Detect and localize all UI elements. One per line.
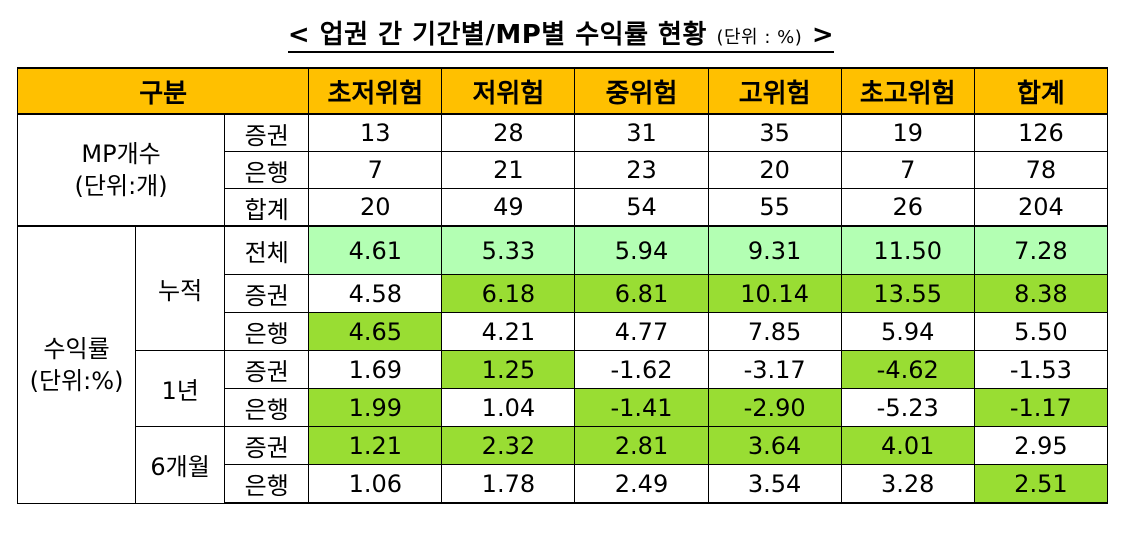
- cell: 1.25: [441, 350, 576, 389]
- cell: -1.17: [973, 388, 1109, 427]
- row-label: 은행: [224, 388, 310, 427]
- title-text: < 업권 간 기간별/MP별 수익률 현황: [287, 20, 707, 50]
- table-row: 은행 1.99 1.04 -1.41 -2.90 -5.23 -1.17: [18, 388, 1109, 427]
- cell: 6.81: [574, 274, 709, 313]
- cell: 7.85: [707, 312, 842, 351]
- row-label: 증권: [224, 274, 310, 313]
- cell: 126: [973, 113, 1109, 152]
- cell: 2.49: [574, 464, 709, 504]
- cell: -5.23: [840, 388, 975, 427]
- cell: 19: [840, 113, 975, 152]
- cell: 5.33: [441, 225, 576, 275]
- cell: 35: [707, 113, 842, 152]
- row-label: 증권: [224, 426, 310, 465]
- table-row: 6개월 증권 1.21 2.32 2.81 3.64 4.01 2.95: [18, 426, 1109, 504]
- cell: 2.81: [574, 426, 709, 465]
- cell: 5.50: [973, 312, 1109, 351]
- cell: 4.65: [308, 312, 443, 351]
- cell: 4.58: [308, 274, 443, 313]
- cell: 7: [840, 151, 975, 189]
- returns-label: 수익률 (단위:%): [16, 225, 137, 504]
- cell: 13.55: [840, 274, 975, 313]
- cell: 3.54: [707, 464, 842, 504]
- cell: 9.31: [707, 225, 842, 275]
- row-label: 은행: [224, 151, 310, 189]
- header-col: 초저위험: [308, 67, 443, 115]
- cell: 1.99: [308, 388, 443, 427]
- table-row: 합계 20 49 54 55 26 204: [18, 188, 1109, 227]
- row-label: 합계: [224, 188, 310, 227]
- cell: 1.04: [441, 388, 576, 427]
- cell: 1.69: [308, 350, 443, 389]
- cell: 4.21: [441, 312, 576, 351]
- returns-table: 구분 초저위험 저위험 중위험 고위험 초고위험 합계 MP개수 (단위:개) …: [16, 67, 1109, 504]
- header-group: 구분: [16, 67, 310, 115]
- cell: 2.95: [973, 426, 1109, 465]
- cell: 3.28: [840, 464, 975, 504]
- table-row: 은행 1.06 1.78 2.49 3.54 3.28 2.51: [18, 464, 1109, 504]
- period-label: 6개월: [135, 426, 226, 504]
- table-row: 증권 4.58 6.18 6.81 10.14 13.55 8.38: [18, 274, 1109, 313]
- cell: 4.77: [574, 312, 709, 351]
- cell: 1.06: [308, 464, 443, 504]
- cell: 6.18: [441, 274, 576, 313]
- period-label: 1년: [135, 350, 226, 427]
- cell: 23: [574, 151, 709, 189]
- cell: 4.61: [308, 225, 443, 275]
- table-row: 1년 증권 1.69 1.25 -1.62 -3.17 -4.62 -1.53: [18, 350, 1109, 427]
- cell: 21: [441, 151, 576, 189]
- header-row: 구분 초저위험 저위험 중위험 고위험 초고위험 합계: [16, 67, 1109, 115]
- cell: 20: [308, 188, 443, 227]
- row-label: 은행: [224, 312, 310, 351]
- header-col: 초고위험: [840, 67, 975, 115]
- cell: -2.90: [707, 388, 842, 427]
- cell: 4.01: [840, 426, 975, 465]
- cell: -1.41: [574, 388, 709, 427]
- cell: 5.94: [840, 312, 975, 351]
- cell: 11.50: [840, 225, 975, 275]
- cell: 55: [707, 188, 842, 227]
- cell: 49: [441, 188, 576, 227]
- header-col: 저위험: [441, 67, 576, 115]
- cell: 5.94: [574, 225, 709, 275]
- cell: -1.53: [973, 350, 1109, 389]
- table-title: < 업권 간 기간별/MP별 수익률 현황 (단위 : %) >: [0, 14, 1122, 53]
- cell: 1.78: [441, 464, 576, 504]
- cell: 8.38: [973, 274, 1109, 313]
- cell: 2.51: [973, 464, 1109, 504]
- cell: -3.17: [707, 350, 842, 389]
- cell: 10.14: [707, 274, 842, 313]
- title-unit: (단위 : %): [716, 27, 803, 48]
- cell: 26: [840, 188, 975, 227]
- cell: 20: [707, 151, 842, 189]
- cell: 2.32: [441, 426, 576, 465]
- row-label: 증권: [224, 350, 310, 389]
- header-col: 합계: [973, 67, 1109, 115]
- table-row: 수익률 (단위:%) 누적 전체 4.61 5.33 5.94 9.31 11.…: [16, 225, 1109, 504]
- cell: 78: [973, 151, 1109, 189]
- cell: -4.62: [840, 350, 975, 389]
- title-close: >: [811, 20, 835, 50]
- cell: 204: [973, 188, 1109, 227]
- row-label: 전체: [224, 225, 310, 275]
- cell: 31: [574, 113, 709, 152]
- period-label: 누적: [135, 225, 226, 351]
- row-label: 증권: [224, 113, 310, 152]
- cell: 13: [308, 113, 443, 152]
- cell: 7.28: [973, 225, 1109, 275]
- cell: -1.62: [574, 350, 709, 389]
- header-col: 중위험: [574, 67, 709, 115]
- row-label: 은행: [224, 464, 310, 504]
- cell: 1.21: [308, 426, 443, 465]
- table-row: 은행 7 21 23 20 7 78: [18, 151, 1109, 189]
- mp-count-label: MP개수 (단위:개): [16, 113, 226, 227]
- table-row: MP개수 (단위:개) 증권 13 28 31 35 19 126: [16, 113, 1109, 227]
- cell: 54: [574, 188, 709, 227]
- cell: 28: [441, 113, 576, 152]
- header-col: 고위험: [707, 67, 842, 115]
- cell: 3.64: [707, 426, 842, 465]
- cell: 7: [308, 151, 443, 189]
